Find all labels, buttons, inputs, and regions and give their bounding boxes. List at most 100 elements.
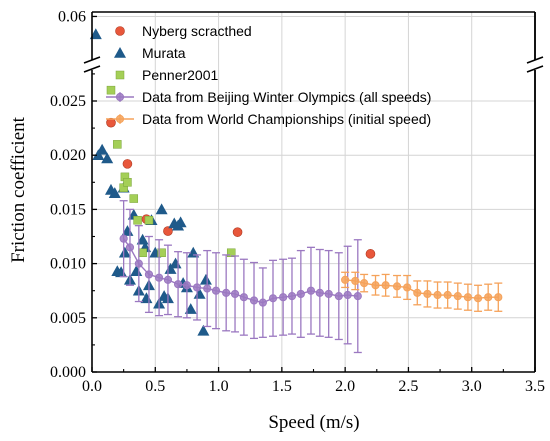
- legend-label: Data from Beijing Winter Olympics (all s…: [142, 89, 431, 105]
- data-point: [443, 290, 452, 300]
- y-axis-break-right-gap: [526, 60, 544, 70]
- legend: Nyberg scracthed Murata Penner2001 Data fro…: [106, 23, 431, 127]
- y-axis-title: Friction coefficient: [8, 116, 29, 263]
- data-point: [182, 281, 192, 290]
- data-point: [324, 289, 333, 299]
- legend-marker: [115, 114, 125, 124]
- data-point: [101, 152, 114, 164]
- data-point: [343, 290, 352, 300]
- data-point: [494, 293, 503, 302]
- data-point: [249, 296, 259, 305]
- data-point: [133, 215, 142, 225]
- x-axis-title: Speed (m/s): [268, 412, 359, 433]
- legend-marker: [115, 70, 125, 80]
- x-tick-label: 1.0: [209, 378, 229, 395]
- x-tick-label: 3.0: [462, 378, 482, 395]
- data-point: [296, 289, 305, 299]
- series-line: [345, 279, 499, 299]
- data-point: [239, 293, 248, 302]
- data-point: [211, 286, 221, 295]
- data-point: [122, 159, 133, 169]
- y-tick-label: 0.025: [50, 93, 86, 110]
- data-point: [184, 303, 197, 314]
- data-point: [222, 288, 231, 297]
- legend-entry-2: Penner2001: [115, 67, 219, 83]
- axes: [83, 11, 544, 373]
- legend-entry-3: Data from Beijing Winter Olympics (all s…: [106, 89, 431, 105]
- x-tick-label: 3.5: [525, 378, 545, 395]
- data-point: [113, 140, 122, 149]
- y-tick-label-upper: 0.06: [58, 8, 86, 25]
- data-point: [360, 279, 369, 288]
- data-point: [353, 292, 362, 301]
- data-point: [106, 85, 116, 95]
- legend-marker: [115, 26, 125, 36]
- data-point: [123, 178, 132, 187]
- legend-entry-4: Data from World Championships (initial s…: [106, 111, 431, 127]
- data-point: [484, 293, 493, 302]
- legend-entry-0: Nyberg scracthed: [115, 23, 252, 39]
- legend-label: Murata: [142, 45, 186, 61]
- data-point: [413, 288, 422, 297]
- data-point: [108, 187, 121, 198]
- data-point: [173, 280, 183, 289]
- data-point: [138, 248, 147, 258]
- data-point: [118, 246, 131, 258]
- y-axis-break-left-mark: [83, 65, 101, 73]
- grid: [92, 12, 535, 372]
- legend-marker: [115, 92, 125, 102]
- series-2: [106, 85, 236, 258]
- data-point: [154, 273, 164, 282]
- data-point: [96, 143, 109, 155]
- data-point: [226, 248, 236, 258]
- y-axis-break-right-mark: [526, 65, 544, 73]
- x-tick-label: 1.5: [272, 378, 292, 395]
- legend-marker: [114, 47, 126, 58]
- data-point: [129, 194, 139, 203]
- data-point: [268, 294, 278, 303]
- data-point: [155, 203, 168, 215]
- data-point: [157, 248, 166, 258]
- data-series: [89, 28, 503, 354]
- data-point: [197, 324, 210, 336]
- data-point: [174, 216, 187, 228]
- y-tick-label: 0.015: [50, 201, 86, 218]
- data-point: [279, 293, 288, 302]
- data-point: [144, 215, 154, 225]
- data-point: [365, 249, 376, 259]
- data-point: [453, 292, 462, 301]
- x-tick-label: 0.5: [145, 378, 165, 395]
- series-3: [119, 200, 362, 354]
- data-point: [258, 298, 267, 307]
- y-axis-break-right-mark: [526, 56, 544, 64]
- data-point: [392, 282, 402, 291]
- y-axis-break-left-mark: [83, 56, 101, 64]
- data-point: [92, 149, 105, 160]
- data-point: [230, 289, 240, 299]
- legend-label: Penner2001: [142, 67, 219, 83]
- data-point: [232, 227, 243, 237]
- legend-entry-1: Murata: [114, 45, 186, 61]
- data-point: [423, 289, 432, 299]
- data-point: [381, 281, 390, 290]
- data-point: [125, 243, 135, 252]
- data-point: [315, 288, 324, 297]
- y-tick-label: 0.005: [50, 310, 86, 327]
- data-point: [169, 257, 182, 269]
- tick-labels: 0.0 0.5 1.0 1.5 2.0 2.5 3.0 3.5 0.000 0.005 0.010 0…: [50, 8, 545, 395]
- data-point: [119, 234, 128, 243]
- data-point: [199, 273, 212, 285]
- x-tick-label: 2.5: [398, 378, 418, 395]
- y-tick-label: 0.010: [50, 256, 86, 273]
- data-point: [334, 292, 343, 301]
- data-point: [163, 226, 173, 236]
- data-point: [144, 270, 154, 279]
- data-point: [463, 293, 473, 302]
- data-point: [306, 286, 316, 295]
- data-point: [134, 259, 143, 268]
- series-0: [106, 117, 376, 259]
- data-point: [341, 275, 350, 284]
- data-point: [433, 290, 442, 300]
- x-tick-label: 2.0: [335, 378, 355, 395]
